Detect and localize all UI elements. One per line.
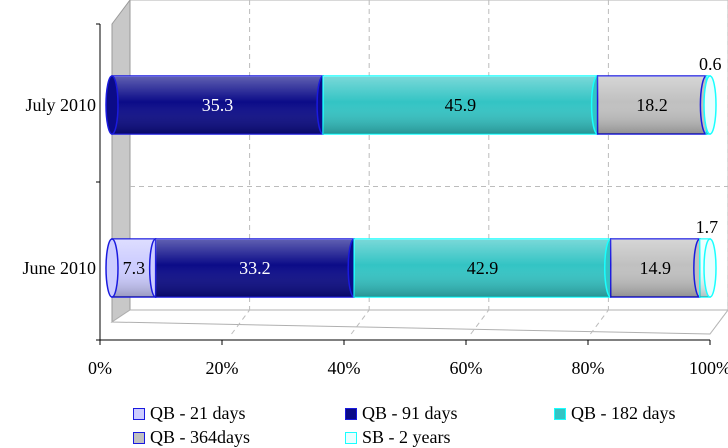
floor-gridline: [590, 309, 609, 335]
bar-cap: [703, 238, 717, 298]
bar-segment: [609, 238, 707, 298]
bar-segment: [322, 75, 605, 135]
bar-start-cap: [105, 238, 119, 298]
x-tick-label: 0%: [88, 358, 112, 378]
bars: [105, 75, 717, 298]
bar-shade: [354, 239, 611, 297]
x-tick-label: 40%: [328, 358, 361, 378]
bar-start-cap: [105, 75, 119, 135]
x-tick-label: 20%: [206, 358, 239, 378]
bar-segment: [105, 238, 163, 298]
bar-shade: [597, 76, 707, 134]
bar-segment: [105, 75, 330, 135]
bar-shade: [155, 239, 355, 297]
bar-segment: [154, 238, 361, 298]
bar-segment: [699, 238, 717, 298]
category-label: June 2010: [23, 258, 97, 278]
bar-segment: [703, 75, 717, 135]
data-label: 45.9: [445, 95, 477, 115]
data-label: 0.6: [699, 54, 722, 74]
bar-shade: [112, 76, 324, 134]
floor-gridline: [470, 309, 490, 335]
floor-gridline: [350, 309, 370, 335]
data-label: 42.9: [467, 258, 499, 278]
data-label: 18.2: [636, 95, 668, 115]
category-label: July 2010: [25, 95, 96, 115]
bar-segment: [353, 238, 618, 298]
data-label: 33.2: [239, 258, 271, 278]
plot-area: 0% 20% 40% 60% 80% 100% July 2010 June 2010: [23, 0, 728, 378]
floor-gridline: [231, 309, 251, 335]
bar-shade: [323, 76, 598, 134]
x-tick-label: 60%: [450, 358, 483, 378]
data-label: 14.9: [640, 258, 672, 278]
data-label: 35.3: [202, 95, 234, 115]
floor-gridline: [709, 309, 728, 335]
data-label: 1.7: [696, 217, 719, 237]
data-label: 7.3: [123, 258, 146, 278]
data-labels: 35.3 45.9 18.2 0.6 7.3 33.2 42.9 14.9 1.7: [123, 54, 722, 278]
bar-shade: [112, 239, 156, 297]
bar-cap: [703, 75, 717, 135]
bar-shade: [610, 239, 700, 297]
floor: [110, 309, 728, 335]
x-tick-label: 80%: [572, 358, 605, 378]
x-tick-label: 100%: [689, 358, 728, 378]
